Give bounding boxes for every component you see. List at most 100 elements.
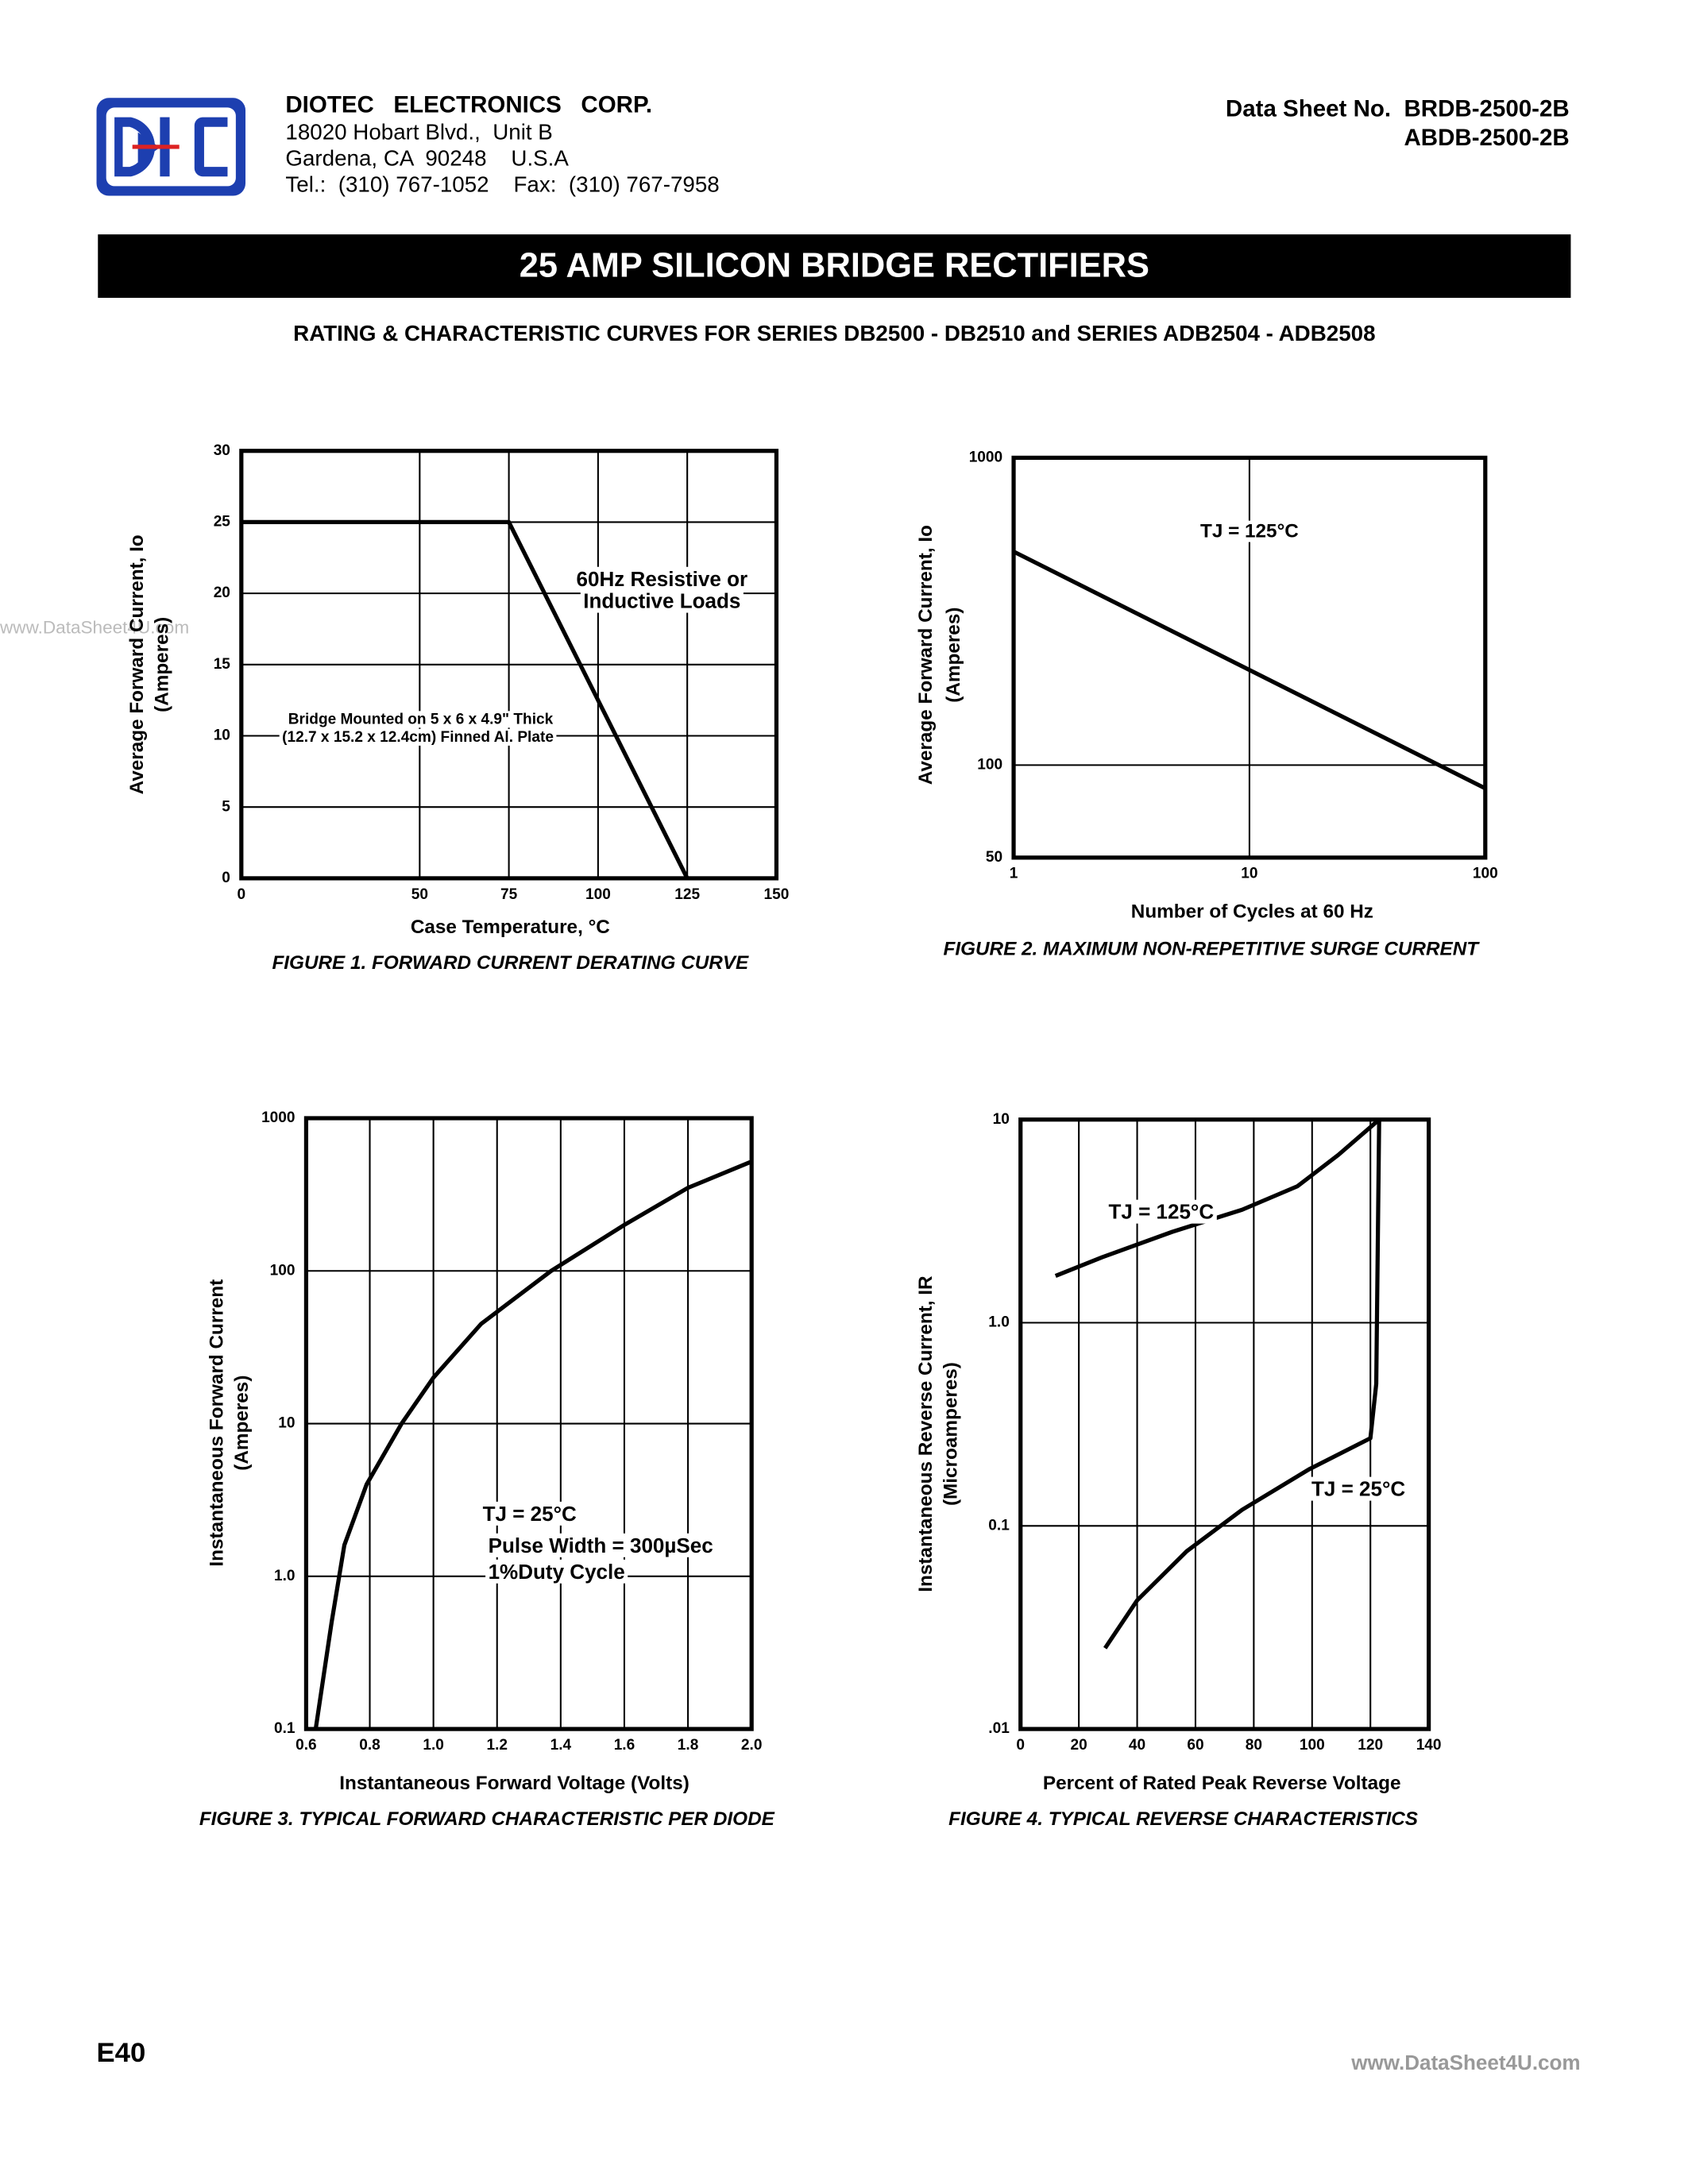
y-tick-label: 100 <box>977 756 1002 773</box>
annotation-bg <box>285 711 557 728</box>
series-label: TJ = 25°C <box>1311 1477 1405 1501</box>
address-line: Gardena, CA 90248 U.S.A <box>285 146 569 171</box>
y-tick-label: 0.1 <box>988 1517 1010 1534</box>
subtitle: RATING & CHARACTERISTIC CURVES FOR SERIE… <box>293 321 1375 345</box>
annotation: Pulse Width = 300µSec <box>489 1534 713 1557</box>
x-tick-label: 0 <box>238 886 246 903</box>
y-axis-label: (Microamperes) <box>940 1362 961 1506</box>
x-tick-label: 0.8 <box>359 1737 380 1754</box>
annotation-bg <box>485 1559 628 1584</box>
y-axis-label: (Amperes) <box>943 608 964 703</box>
y-tick-label: 5 <box>222 798 230 815</box>
plot-frame <box>1011 455 1488 860</box>
y-tick-label: 1000 <box>261 1109 295 1126</box>
chart: 0 5 10 15 20 25 30 0 50 75 100 125 150 Average Forwar… <box>126 442 789 974</box>
x-tick-label: 140 <box>1416 1737 1442 1754</box>
x-tick-label: 40 <box>1129 1737 1145 1754</box>
annotation: (12.7 x 15.2 x 12.4cm) Finned Al. Plate <box>282 729 554 746</box>
x-tick-label: 20 <box>1071 1737 1087 1754</box>
annotation-bg <box>1197 520 1302 542</box>
footer-site: www.DataSheet4U.com <box>1350 2051 1580 2074</box>
watermark: www.DataSheet4U.com <box>0 618 189 638</box>
x-tick-label: 60 <box>1187 1737 1203 1754</box>
x-tick-label: 1 <box>1010 866 1018 882</box>
x-tick-label: 0 <box>1016 1737 1025 1754</box>
plot-frame <box>303 1116 754 1731</box>
y-tick-label: 1.0 <box>274 1568 295 1584</box>
series-label-bg <box>1105 1199 1217 1224</box>
x-axis-label: Number of Cycles at 60 Hz <box>1131 901 1373 923</box>
y-tick-label: 30 <box>214 442 230 459</box>
figure-caption: FIGURE 4. TYPICAL REVERSE CHARACTERISTIC… <box>948 1808 1418 1830</box>
y-tick-label: 0.1 <box>274 1720 295 1737</box>
series-label: TJ = 125°C <box>1108 1200 1214 1224</box>
annotation-bg <box>279 728 557 746</box>
page-number: E40 <box>97 2038 146 2068</box>
x-axis-label: Percent of Rated Peak Reverse Voltage <box>1043 1773 1401 1794</box>
x-tick-label: 10 <box>1241 866 1257 882</box>
plot-frame <box>1018 1117 1431 1731</box>
y-axis-label: Average Forward Current, Io <box>915 525 937 785</box>
x-tick-label: 1.4 <box>550 1737 572 1754</box>
y-tick-label: 10 <box>993 1111 1010 1128</box>
chart: 50 100 1000 1 10 100 Average Forward Current, … <box>915 449 1498 959</box>
address-line: 18020 Hobart Blvd., Unit B <box>285 120 552 145</box>
annotation: 60Hz Resistive or <box>577 567 748 591</box>
y-tick-label: 50 <box>986 849 1002 866</box>
data-line <box>1054 1117 1381 1278</box>
x-tick-label: 100 <box>1473 866 1498 882</box>
address-line: Tel.: (310) 767-1052 Fax: (310) 767-7958 <box>285 172 719 197</box>
x-tick-label: 1.0 <box>423 1737 444 1754</box>
datasheet-number: ABDB-2500-2B <box>1404 125 1569 151</box>
annotation-bg <box>580 588 744 613</box>
y-axis-label: Instantaneous Forward Current <box>207 1279 228 1567</box>
y-tick-label: 10 <box>214 727 230 744</box>
banner-bar <box>98 234 1571 298</box>
figure-caption: FIGURE 1. FORWARD CURRENT DERATING CURVE <box>272 952 749 974</box>
x-axis-label: Case Temperature, °C <box>411 916 610 938</box>
y-axis-label: Instantaneous Reverse Current, IR <box>915 1275 937 1592</box>
annotation: TJ = 125°C <box>1200 521 1299 542</box>
y-tick-label: 15 <box>214 656 231 673</box>
company: DIOTEC ELECTRONICS CORP. <box>285 91 652 118</box>
y-axis-label: (Amperes) <box>231 1376 253 1471</box>
x-tick-label: 0.6 <box>295 1737 317 1754</box>
y-tick-label: 100 <box>270 1262 295 1279</box>
y-tick-label: 20 <box>214 585 230 601</box>
y-axis-label: Average Forward Current, Io <box>126 534 148 794</box>
y-tick-label: 25 <box>214 513 231 530</box>
y-tick-label: 1.0 <box>988 1314 1010 1331</box>
x-tick-label: 2.0 <box>741 1737 763 1754</box>
x-tick-label: 1.2 <box>486 1737 508 1754</box>
y-axis-label: (Amperes) <box>151 617 172 712</box>
y-tick-label: 1000 <box>969 449 1002 465</box>
annotation-bg <box>480 1501 580 1526</box>
y-tick-label: .01 <box>988 1720 1010 1737</box>
chart: 0.1 1.0 10 100 1000 0.6 0.8 1.0 1.2 1.4 1.6 1.8 2.0 I… <box>199 1109 775 1830</box>
y-tick-label: 10 <box>278 1415 295 1432</box>
data-line <box>241 519 689 880</box>
annotation-bg <box>485 1533 717 1557</box>
figure-caption: FIGURE 3. TYPICAL FORWARD CHARACTERISTIC… <box>199 1808 775 1830</box>
annotation: TJ = 25°C <box>483 1502 577 1526</box>
y-tick-label: 0 <box>222 870 230 886</box>
x-tick-label: 150 <box>764 886 790 903</box>
annotation-bg <box>574 566 751 591</box>
annotation: Bridge Mounted on 5 x 6 x 4.9" Thick <box>288 711 554 727</box>
data-line <box>1103 1119 1381 1650</box>
x-tick-label: 100 <box>1300 1737 1325 1754</box>
series-label-bg <box>1308 1476 1408 1501</box>
plot-area <box>1020 1119 1429 1730</box>
plot-frame <box>239 449 779 881</box>
banner-title: 25 AMP SILICON BRIDGE RECTIFIERS <box>520 246 1149 284</box>
datasheet-number: Data Sheet No. BRDB-2500-2B <box>1226 96 1570 122</box>
annotation: 1%Duty Cycle <box>489 1560 625 1584</box>
x-tick-label: 75 <box>500 886 518 903</box>
x-tick-label: 80 <box>1246 1737 1262 1754</box>
x-tick-label: 100 <box>585 886 611 903</box>
x-tick-label: 1.6 <box>614 1737 635 1754</box>
